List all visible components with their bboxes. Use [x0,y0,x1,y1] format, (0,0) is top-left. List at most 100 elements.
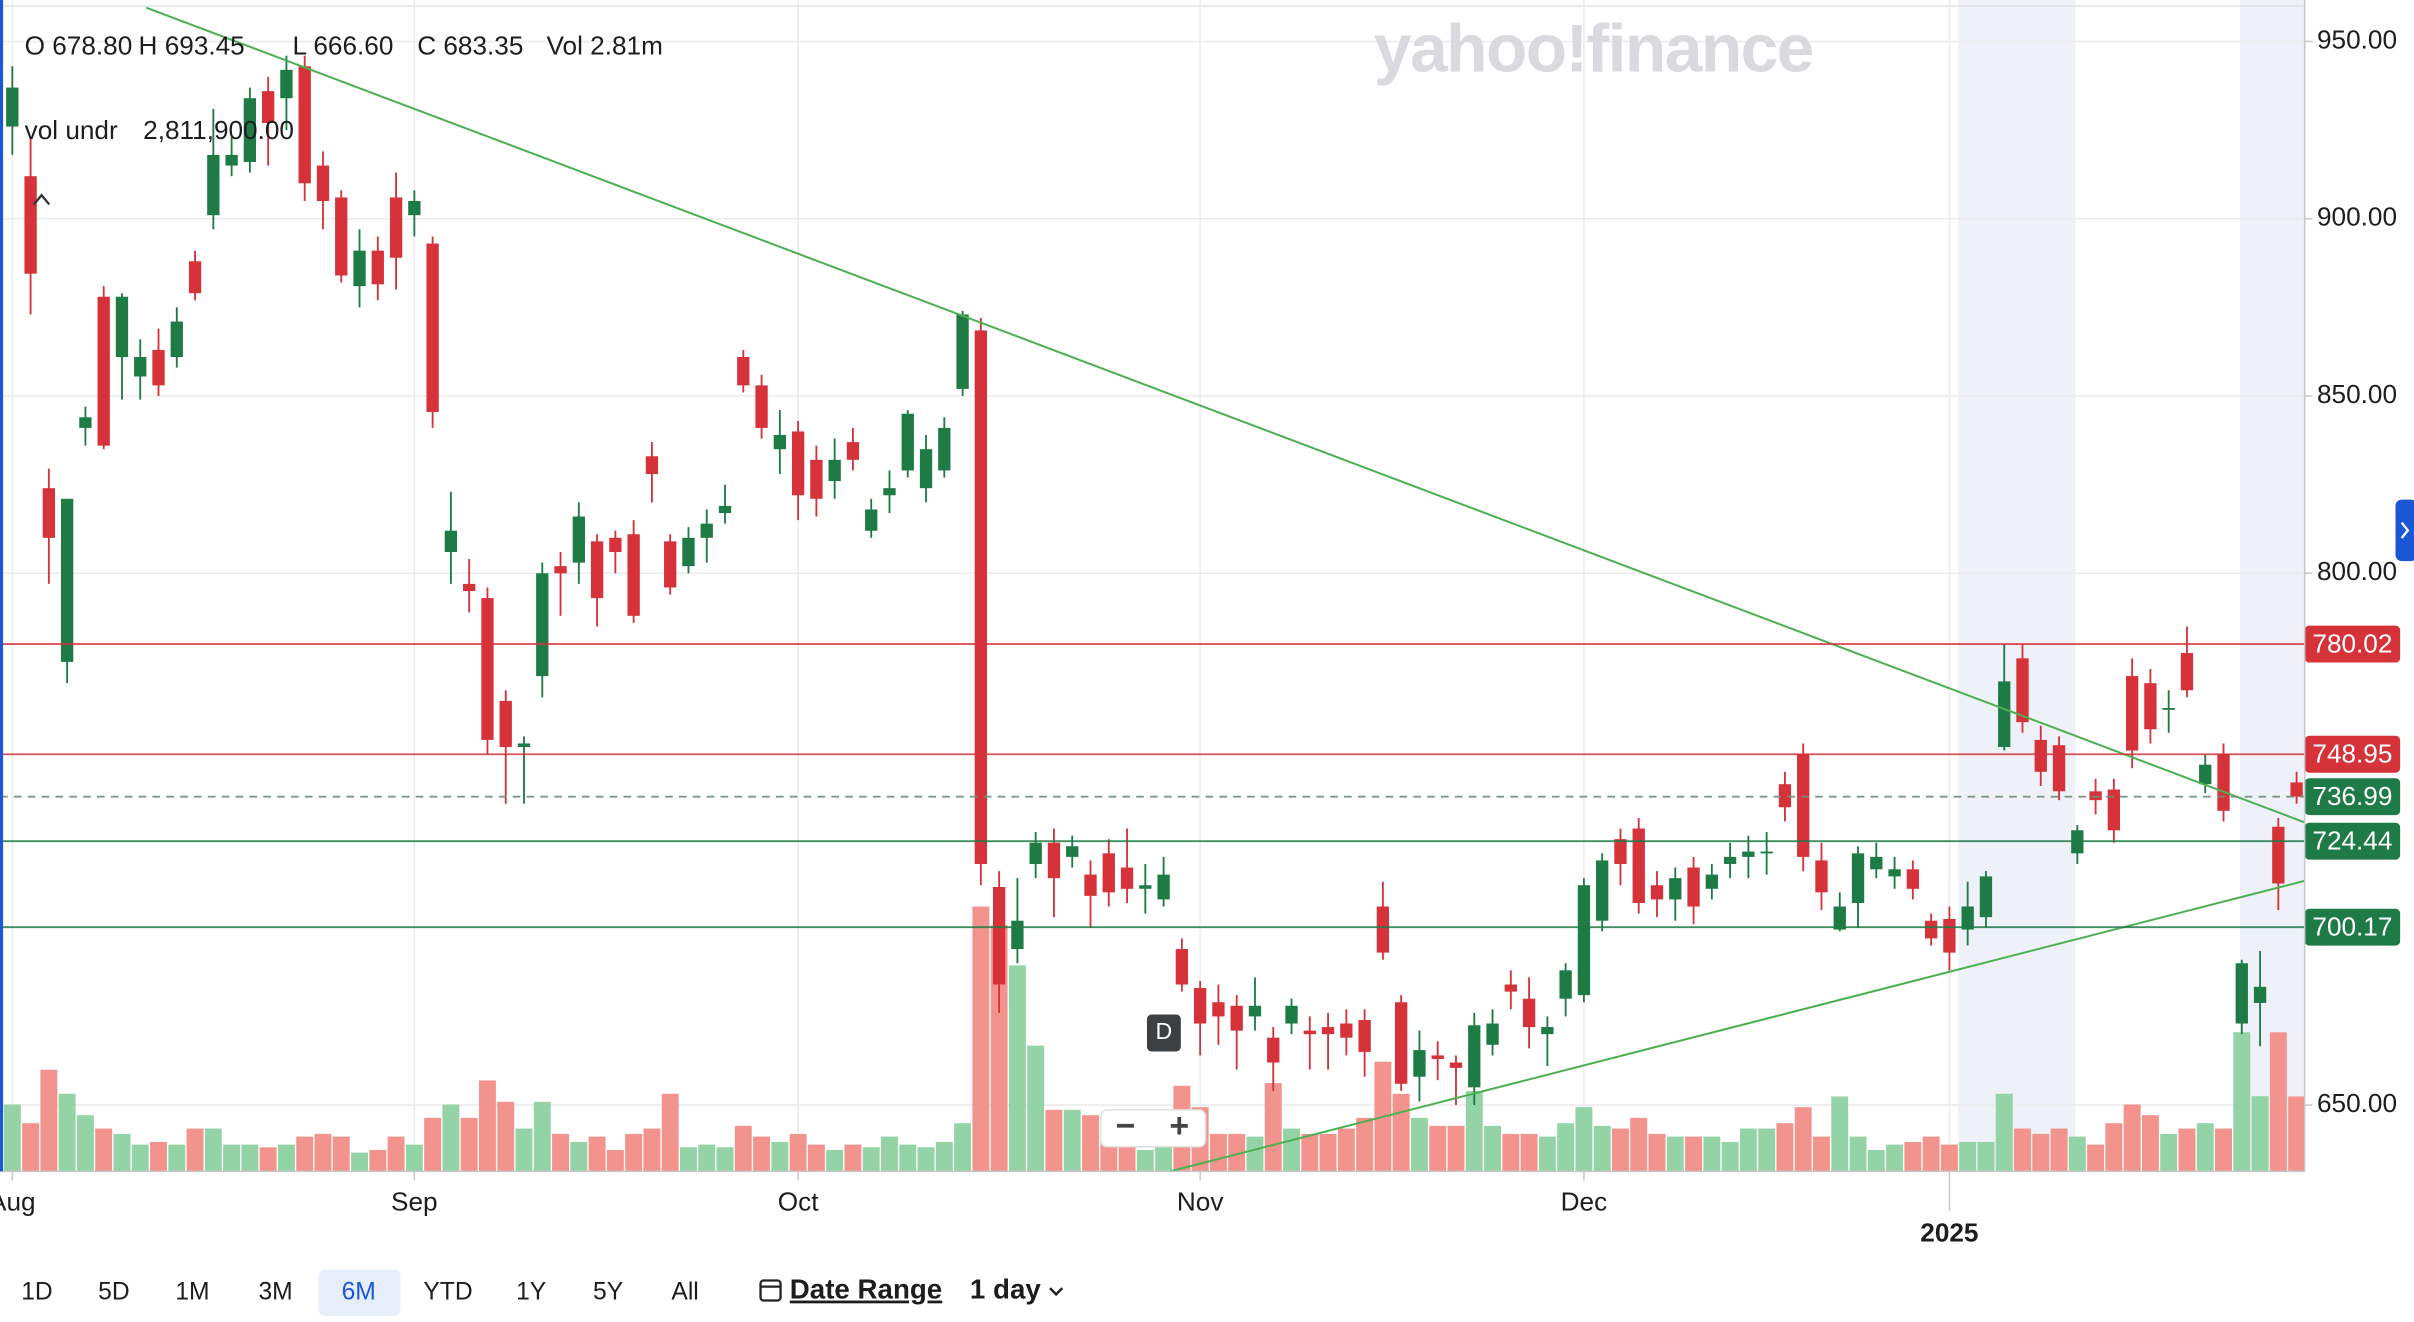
volume-bar [1703,1136,1721,1172]
trendline [145,6,2306,824]
candle-body [1413,1050,1426,1077]
volume-bar [168,1144,186,1172]
candle-body [2180,653,2194,691]
candles [6,55,2303,1106]
volume-bar [753,1136,771,1172]
range-button[interactable]: 1M [175,1278,209,1305]
candle-body [682,537,695,567]
grid [0,0,2305,1172]
candle-body [810,459,823,499]
candle-body [700,523,713,538]
range-button[interactable]: YTD [423,1278,472,1305]
side-tab-bg [2395,499,2414,562]
candle-body [718,505,732,513]
volume-bar [241,1144,259,1172]
volume-bar [369,1149,387,1172]
range-button[interactable]: 1Y [516,1278,546,1305]
volume-bar [990,925,1008,1172]
interval-button[interactable]: 1 day [970,1274,1041,1305]
volume-bar [1337,1128,1355,1172]
candle-body [481,598,494,740]
zoom-bg [1100,1109,1207,1148]
volume-bar [314,1133,332,1172]
collapse-chevron[interactable] [32,193,51,206]
volume-bar [1136,1149,1154,1172]
volume-bar [917,1147,935,1172]
range-button[interactable]: 6M [342,1278,376,1305]
toolbar: Date Range 1 day 1D 5D 1M 3M 6M YTD 1Y 5Y All [21,1269,1064,1316]
selected-range-bg [318,1269,401,1316]
volume-bar [351,1152,368,1172]
range-button[interactable]: 1D [21,1278,52,1305]
axes: 650.00 800.00 850.00 900.00 950.00 Aug Sep Oct N… [0,0,2397,1247]
zoom-in-button[interactable]: + [1169,1107,1189,1145]
volume-bar [1977,1141,1995,1172]
candle-body [1449,1062,1463,1068]
range-button[interactable]: 3M [258,1278,292,1305]
candle-body [1614,839,1627,864]
candle-body [1084,874,1097,896]
candle-body [554,566,567,574]
zoom-out-button[interactable]: − [1116,1107,1136,1145]
marker-badge[interactable]: D [1146,1014,1181,1052]
volume-bar [2178,1128,2196,1172]
candle-body [901,413,914,471]
candle-body [1797,754,1810,857]
x-tick-label: Nov [1177,1187,1224,1217]
range-button[interactable]: All [671,1278,698,1305]
volume-bar [1648,1133,1666,1172]
volume-bar [1356,1117,1374,1172]
price-label-bg [2304,735,2401,773]
range-button[interactable]: 5D [98,1278,129,1305]
candle-body [1029,842,1042,864]
candle-body [645,456,659,475]
volume-bar [826,1149,844,1172]
volume-bar [76,1115,94,1172]
left-accent [0,0,4,1172]
volume-bar [643,1128,661,1172]
candle-body [170,321,183,358]
volume-bar [2032,1133,2050,1172]
volume-bar [2233,1032,2251,1172]
volume-bar [332,1136,350,1172]
candle-body [1504,984,1517,992]
volume-bar [1794,1107,1812,1172]
volume-bar [1264,1083,1282,1172]
candle-body [1650,885,1664,900]
volume-bar [2050,1128,2068,1172]
candle-body [335,197,348,276]
readout-item: H 693.45 [139,31,245,61]
volume-bar [1502,1133,1520,1172]
volume-bar [186,1128,204,1172]
volume-bar [807,1144,825,1172]
candle-body [2235,963,2248,1024]
candle-body [2034,739,2047,772]
candle-body [2162,707,2175,710]
volume-bar [95,1128,113,1172]
candle-body [1212,1002,1225,1017]
volume-bar [1063,1109,1081,1172]
candle-body [1175,949,1189,985]
volume-bar [588,1136,606,1172]
candle-body [2144,683,2157,730]
candle-body [791,431,805,496]
candle-body [1742,851,1755,857]
volume-bar [771,1141,789,1172]
candle-body [389,197,403,258]
candle-body [1979,876,1993,918]
volume-bar [1739,1128,1757,1172]
candle-body [1303,1030,1316,1035]
volume-bar [478,1080,496,1172]
volume-readout-label: vol undr [25,115,118,145]
calendar-icon [759,1279,782,1302]
candle-body [1230,1005,1243,1031]
date-range-button[interactable]: Date Range [790,1274,942,1305]
volume-bar [2123,1104,2141,1172]
candle-body [371,250,384,285]
side-tab[interactable] [2395,499,2414,562]
price-label: 748.95 [2312,739,2392,769]
candle-body [883,488,896,496]
candle-body [280,69,293,99]
range-button[interactable]: 5Y [593,1278,623,1305]
